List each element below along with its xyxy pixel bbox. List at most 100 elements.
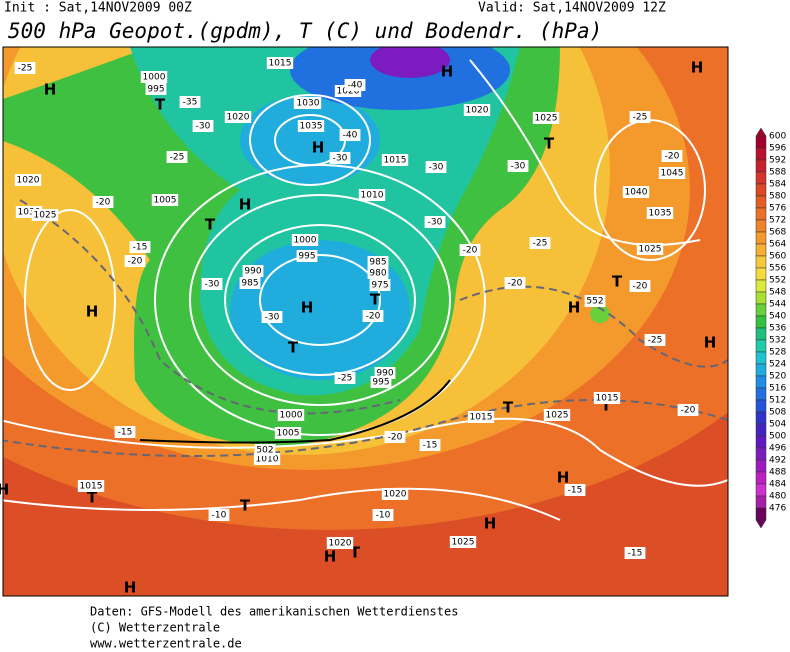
colorbar-cell: [755, 207, 767, 221]
colorbar-label: 556: [769, 264, 786, 274]
contour-label: -20: [633, 282, 648, 292]
label-box: [636, 243, 664, 255]
pressure-center: H: [124, 579, 137, 597]
colorbar: 600 596 592 588 584 580 576 572 568 564 560 556 552 5…: [755, 127, 786, 529]
colorbar-cell: [755, 159, 767, 173]
colorbar-cell: [755, 435, 767, 449]
label-box: [114, 426, 136, 438]
colorbar-label: 564: [769, 240, 786, 250]
pressure-center: T: [544, 135, 555, 153]
contour-label: 1015: [80, 482, 103, 492]
label-box: [629, 280, 651, 292]
label-box: [339, 129, 361, 141]
pressure-center: H: [86, 303, 99, 321]
contour-label: -20: [388, 433, 403, 443]
contour-label: 975: [371, 281, 388, 291]
pressure-center: H: [239, 196, 252, 214]
label-box: [593, 392, 621, 404]
label-box: [584, 295, 606, 307]
label-box: [77, 480, 105, 492]
label-box: [291, 234, 319, 246]
contour-label: -40: [348, 81, 363, 91]
label-box: [297, 120, 325, 132]
contour-label: -15: [133, 243, 148, 253]
contour-label: 1010: [256, 455, 279, 465]
contour-label: 1020: [227, 113, 250, 123]
field-purple: [370, 47, 450, 78]
label-box: [145, 83, 167, 95]
label-box: [425, 161, 447, 173]
label-box: [242, 265, 264, 277]
contour-label: -10: [212, 511, 227, 521]
label-box: [419, 439, 441, 451]
pressure-center: T: [370, 291, 381, 309]
pressure-center: H: [324, 548, 337, 566]
contour-label: 1035: [649, 209, 672, 219]
contour-label: 995: [372, 378, 389, 388]
label-box: [543, 409, 571, 421]
colorbar-cell: [755, 267, 767, 281]
contour-label: -30: [429, 163, 444, 173]
label-box: [658, 167, 686, 179]
contour-label: 1025: [535, 114, 558, 124]
contour-label: 1000: [280, 411, 303, 421]
label-box: [367, 267, 389, 279]
pressure-center: H: [484, 515, 497, 533]
label-box: [326, 537, 354, 549]
colorbar-cell: [755, 291, 767, 305]
colorbar-label: 516: [769, 384, 786, 394]
pressure-center: T: [601, 397, 612, 415]
label-box: [224, 111, 252, 123]
label-box: [208, 509, 230, 521]
label-box: [370, 376, 392, 388]
label-box: [92, 196, 114, 208]
label-box: [266, 57, 294, 69]
label-box: [31, 209, 59, 221]
label-box: [151, 194, 179, 206]
contour-label: 1015: [596, 394, 619, 404]
contour-label: 552: [586, 297, 603, 307]
contour-label: -20: [96, 198, 111, 208]
contour-label: 985: [369, 258, 386, 268]
footer-line: www.wetterzentrale.de: [90, 637, 242, 649]
contour-label: -35: [183, 98, 198, 108]
label-box: [261, 311, 283, 323]
colorbar-label: 592: [769, 156, 786, 166]
contour-label: 1000: [294, 236, 317, 246]
colorbar-cell: [755, 219, 767, 233]
contour-label: 1040: [625, 188, 648, 198]
map-title: 500 hPa Geopot.(gpdm), T (C) und Bodendr…: [8, 19, 602, 43]
pressure-center: H: [441, 63, 454, 81]
contour-label: -30: [205, 280, 220, 290]
contour-label: 995: [298, 252, 315, 262]
init-time: Init : Sat,14NOV2009 00Z: [4, 1, 192, 16]
contour-label: -15: [118, 428, 133, 438]
pressure-center: H: [704, 334, 717, 352]
contour-label: 1005: [154, 196, 177, 206]
contour-label: -20: [366, 312, 381, 322]
contour-label: -15: [423, 441, 438, 451]
colorbar-cell: [755, 447, 767, 461]
colorbar-label: 548: [769, 288, 786, 298]
label-box: [274, 427, 302, 439]
contour-label: -20: [681, 406, 696, 416]
pressure-center: H: [568, 299, 581, 317]
contour-label: 1030: [297, 99, 320, 109]
label-box: [358, 189, 386, 201]
colorbar-label: 596: [769, 144, 786, 154]
colorbar-cell: [755, 459, 767, 473]
label-box: [646, 207, 674, 219]
colorbar-cell: [755, 255, 767, 269]
colorbar-label: 588: [769, 168, 786, 178]
label-box: [277, 409, 305, 421]
pressure-center: H: [301, 299, 314, 317]
label-box: [129, 241, 151, 253]
colorbar-label: 508: [769, 408, 786, 418]
contour-label: 1020: [17, 176, 40, 186]
contour-label: -25: [533, 239, 548, 249]
contour-label: 990: [244, 267, 261, 277]
label-box: [294, 97, 322, 109]
contour-label: 990: [376, 369, 393, 379]
boundary-line: [139, 379, 451, 444]
